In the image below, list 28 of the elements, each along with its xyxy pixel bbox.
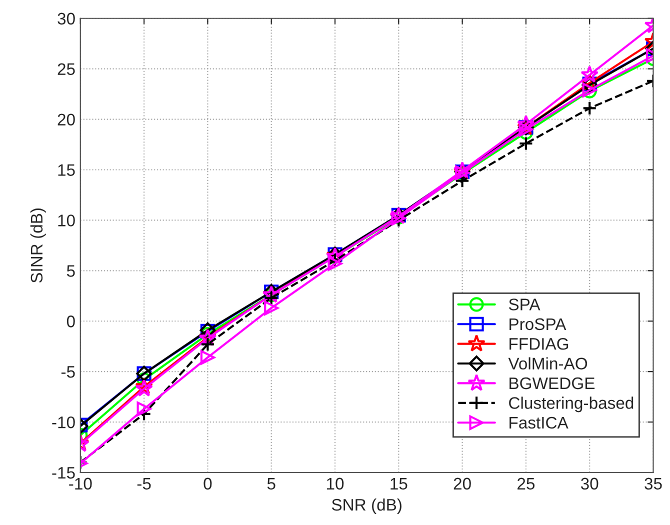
x-tick-label: 25 — [518, 478, 535, 490]
x-tick-label: 30 — [580, 478, 598, 490]
x-axis-title: SNR (dB) — [332, 498, 402, 514]
x-tick-label: 10 — [327, 478, 344, 490]
y-tick-label: -5 — [61, 366, 75, 378]
x-tick-label: 15 — [390, 478, 408, 490]
legend-label: Clustering-based — [509, 396, 634, 412]
legend-label: VolMin-AO — [508, 357, 588, 370]
x-tick-label: -5 — [137, 478, 151, 490]
y-tick-label: 25 — [58, 63, 75, 76]
x-tick-label: 20 — [454, 478, 471, 490]
y-tick-label: -10 — [52, 416, 75, 428]
y-tick-label: 15 — [58, 164, 75, 176]
y-tick-label: 20 — [58, 114, 75, 126]
legend-label: ProSPA — [510, 318, 566, 330]
legend-label: FFDIAG — [510, 338, 568, 350]
x-tick-label: 35 — [644, 478, 662, 490]
y-tick-label: -15 — [52, 467, 75, 479]
legend-label: BGWEDGE — [510, 377, 595, 390]
y-axis-title: SINR (dB) — [30, 208, 46, 283]
y-tick-label: 30 — [58, 12, 75, 25]
y-tick-label: 0 — [66, 316, 75, 328]
legend-label: SPA — [508, 298, 540, 310]
legend-label: FastICA — [510, 416, 568, 429]
y-tick-label: 5 — [66, 265, 75, 277]
x-tick-label: 0 — [204, 478, 212, 490]
y-tick-label: 10 — [58, 214, 75, 226]
x-tick-label: 5 — [267, 478, 276, 490]
